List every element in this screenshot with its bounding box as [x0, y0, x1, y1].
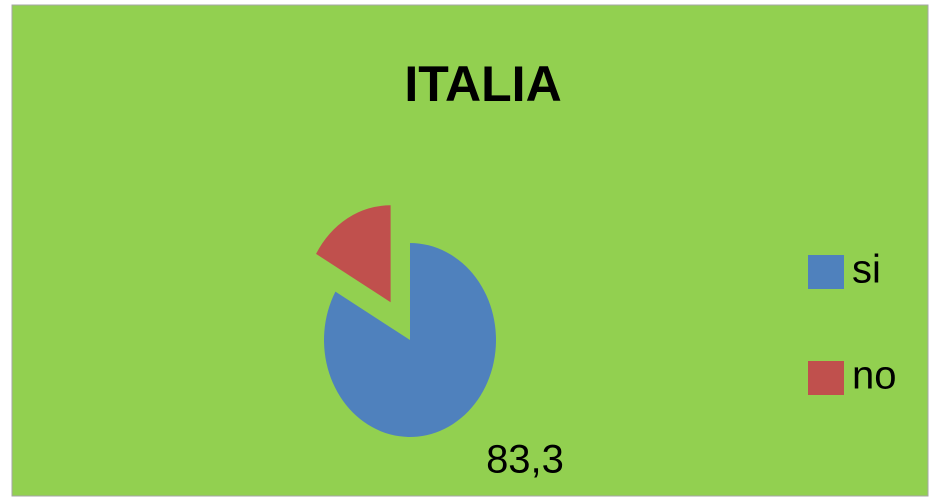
legend-label: no [852, 354, 897, 398]
chart-area [11, 4, 929, 497]
chart-title: ITALIA [404, 56, 561, 112]
pie-slice [323, 243, 496, 437]
legend-swatch [808, 361, 844, 395]
pie-slice [316, 205, 391, 303]
legend-swatch [808, 255, 844, 289]
data-label: 83,3 [486, 438, 564, 482]
legend-label: si [852, 248, 881, 292]
